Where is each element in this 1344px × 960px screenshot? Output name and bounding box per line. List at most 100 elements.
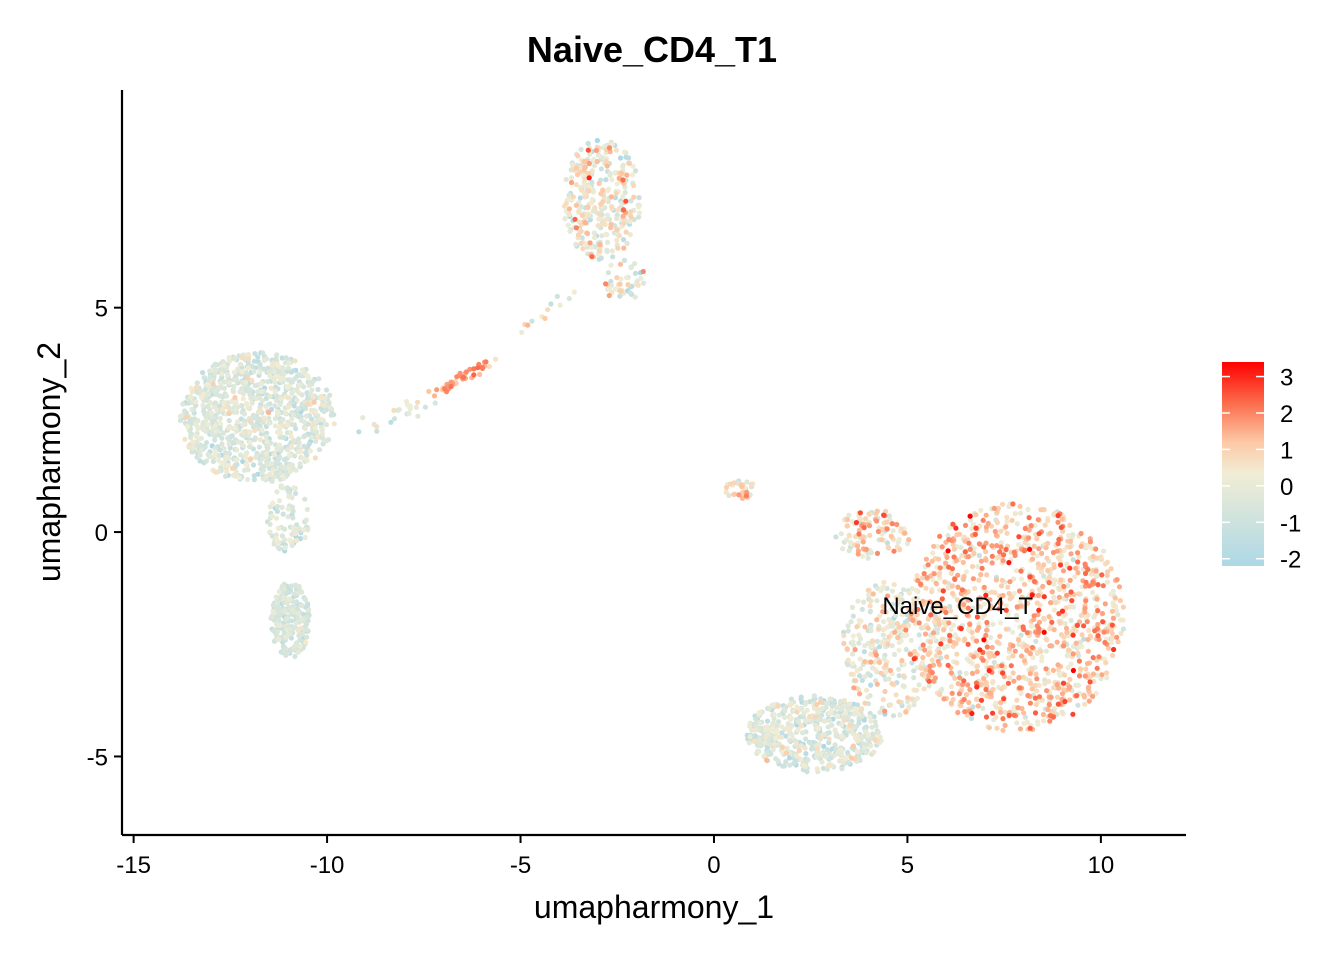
data-point	[926, 683, 932, 689]
data-point	[950, 542, 956, 548]
data-point	[939, 544, 945, 550]
data-point	[277, 470, 283, 476]
data-point	[770, 720, 777, 726]
data-point	[914, 611, 920, 618]
data-point	[1062, 698, 1068, 705]
data-point	[632, 270, 639, 276]
data-point	[880, 619, 887, 625]
data-point	[207, 368, 213, 374]
data-point	[273, 460, 279, 466]
data-point	[267, 393, 273, 400]
data-point	[636, 210, 643, 216]
data-point	[221, 400, 227, 406]
data-point	[356, 429, 362, 435]
data-point	[1034, 688, 1040, 694]
data-point	[1024, 647, 1030, 654]
data-point	[962, 709, 968, 715]
data-point	[620, 177, 626, 183]
data-point	[286, 494, 292, 500]
data-point	[976, 552, 983, 559]
data-point	[1076, 554, 1082, 560]
data-point	[267, 471, 273, 477]
data-point	[224, 469, 230, 475]
data-point	[1049, 619, 1055, 625]
data-point	[276, 363, 282, 370]
data-point	[234, 409, 240, 415]
data-point	[852, 647, 858, 653]
data-point	[396, 406, 402, 413]
data-point	[1094, 596, 1100, 602]
data-point	[573, 202, 580, 208]
data-point	[780, 763, 786, 769]
data-point	[922, 647, 928, 653]
data-point	[590, 189, 596, 195]
data-point	[778, 734, 785, 741]
data-point	[257, 408, 264, 414]
data-point	[1082, 609, 1088, 615]
data-point	[309, 422, 315, 428]
data-point	[279, 355, 285, 361]
data-point	[856, 527, 862, 533]
data-point	[964, 712, 971, 718]
data-point	[962, 636, 968, 643]
data-point	[889, 681, 895, 687]
data-point	[618, 170, 625, 176]
data-point	[226, 358, 232, 364]
data-point	[237, 452, 244, 458]
data-point	[294, 413, 300, 419]
data-point	[975, 564, 981, 570]
data-point	[834, 705, 840, 711]
data-point	[302, 425, 308, 432]
data-point	[1021, 720, 1027, 727]
data-point	[990, 686, 996, 693]
data-point	[915, 606, 921, 613]
data-point	[586, 175, 592, 181]
data-point	[908, 611, 915, 617]
data-point	[272, 389, 278, 395]
data-point	[862, 674, 868, 680]
data-point	[970, 605, 976, 611]
data-point	[273, 594, 279, 600]
data-point	[868, 682, 874, 688]
data-point	[597, 153, 603, 159]
data-point	[839, 759, 845, 765]
x-tick-label: -10	[310, 852, 345, 879]
data-point	[969, 670, 976, 677]
data-point	[1038, 648, 1044, 655]
data-point	[855, 551, 861, 557]
data-point	[608, 194, 615, 200]
data-point	[281, 628, 287, 635]
data-point	[965, 605, 971, 611]
data-point	[839, 733, 845, 739]
y-tick-label: 5	[95, 296, 108, 323]
data-point	[889, 643, 895, 649]
data-point	[281, 586, 287, 592]
cluster-label: Naive_CD4_T	[882, 593, 1033, 620]
data-point	[913, 687, 920, 693]
data-point	[1041, 573, 1047, 579]
data-point	[304, 627, 310, 633]
data-point	[988, 589, 995, 595]
data-point	[952, 675, 958, 681]
data-point	[980, 705, 986, 711]
data-point	[973, 680, 980, 686]
data-point	[300, 455, 306, 461]
data-point	[983, 549, 989, 555]
data-point	[784, 726, 790, 732]
data-point	[919, 575, 926, 581]
data-point	[613, 190, 619, 196]
data-point	[953, 614, 959, 620]
data-point	[209, 415, 215, 421]
data-point	[1067, 697, 1073, 703]
data-point	[1019, 594, 1025, 600]
data-point	[1004, 514, 1010, 520]
data-point	[604, 188, 611, 194]
data-point	[290, 388, 296, 394]
data-point	[859, 677, 865, 684]
data-point	[899, 612, 905, 618]
data-point	[909, 586, 915, 592]
data-point	[863, 546, 870, 553]
data-point	[1062, 621, 1068, 627]
data-point	[870, 643, 876, 649]
